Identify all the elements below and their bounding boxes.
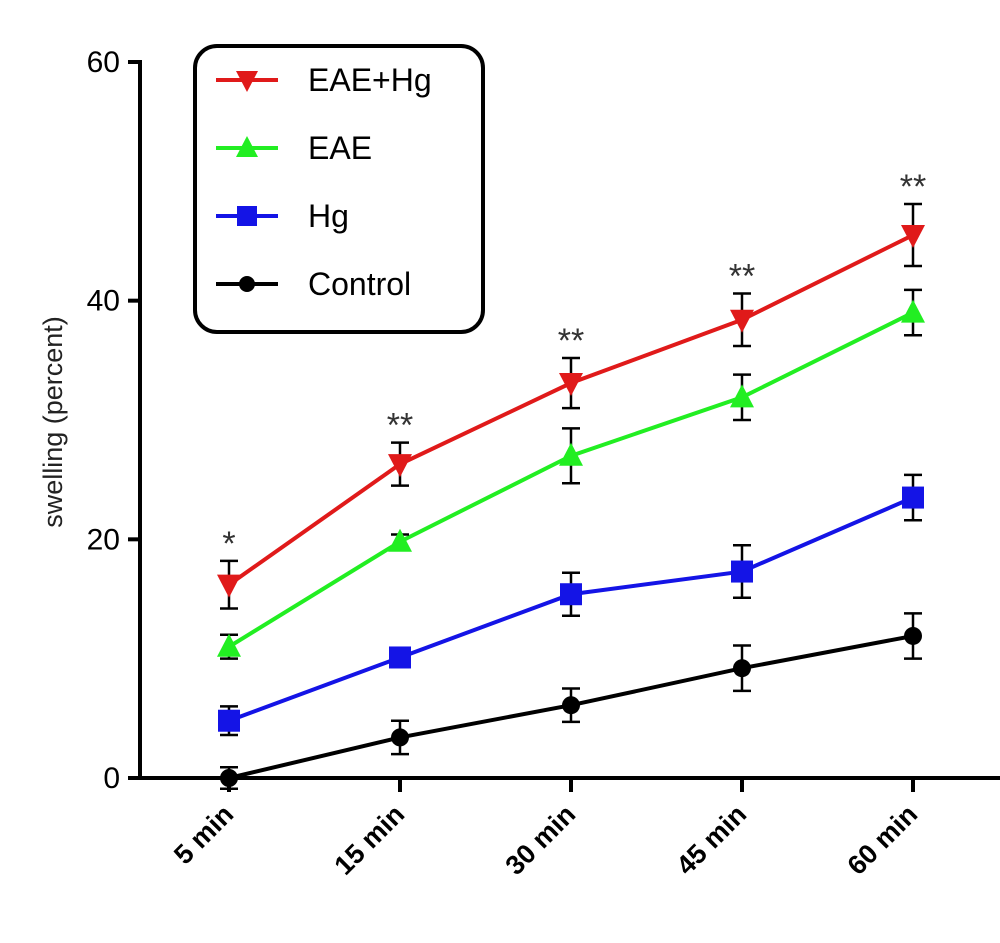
data-point [731,560,753,583]
data-point [901,299,925,323]
series-eae-hg [217,202,925,610]
legend-label: Hg [308,198,349,234]
data-point [559,373,583,397]
data-point [239,276,255,292]
legend-label: EAE [308,130,372,166]
series-hg [218,473,924,737]
data-point [901,225,925,249]
legend-label: Control [308,266,411,302]
data-point [733,659,751,678]
data-point [904,626,922,645]
legend-item: EAE+Hg [216,62,432,98]
legend-label: EAE+Hg [308,62,432,98]
data-point [218,709,240,732]
significance-marker: ** [387,407,413,445]
x-tick-label: 60 min [842,799,924,881]
data-point [389,646,411,669]
series-eae [217,288,925,660]
significance-annotations: ********* [222,168,926,563]
data-point [391,728,409,747]
data-point [217,574,241,598]
x-tick-label: 45 min [671,799,753,881]
data-point [562,696,580,715]
series-layer [217,202,925,790]
legend: EAE+Hg EAE Hg Control [193,44,485,334]
data-point [730,384,754,408]
data-point [560,583,582,606]
significance-marker: * [222,525,235,563]
data-point [730,309,754,333]
data-point [236,136,258,157]
legend-box [193,44,485,334]
y-tick-label: 20 [87,523,120,556]
series-control [220,612,922,790]
x-tick-label: 30 min [500,799,582,881]
legend-item: EAE [216,130,372,166]
data-point [217,633,241,657]
y-tick-label: 60 [87,46,120,79]
data-point [388,528,412,552]
significance-marker: ** [558,322,584,360]
significance-marker: ** [900,168,926,206]
y-axis-label: swelling (percent) [38,316,68,528]
data-point [388,454,412,478]
y-tick-label: 40 [87,285,120,318]
x-tick-label: 15 min [329,799,411,881]
data-point [559,442,583,466]
x-tick-label: 5 min [168,799,239,870]
significance-marker: ** [729,258,755,296]
data-point [220,769,238,787]
y-tick-label: 0 [103,762,120,795]
data-point [902,486,924,509]
data-point [237,206,257,226]
legend-item: Control [216,266,411,302]
legend-item: Hg [216,198,349,234]
data-point [236,71,258,92]
